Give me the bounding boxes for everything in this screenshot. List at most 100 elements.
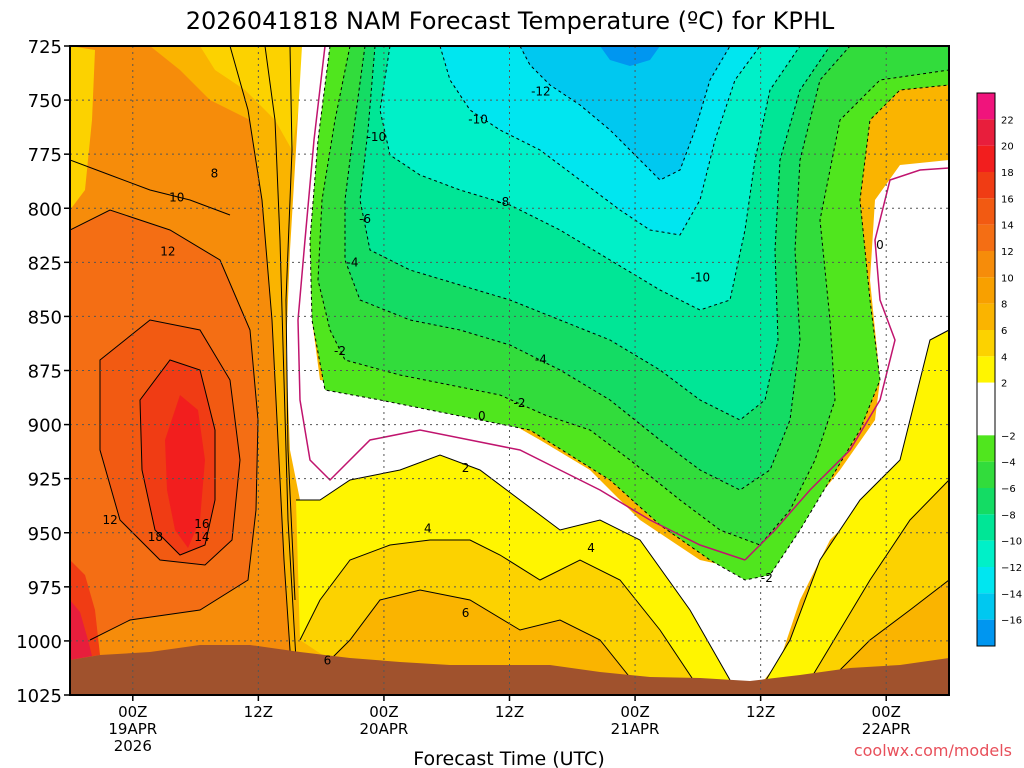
contour-line-right-plus2 xyxy=(759,329,949,691)
y-tick-label: 1000 xyxy=(16,632,62,653)
y-tick-label: 825 xyxy=(28,253,62,274)
contour-line-right-plus4 xyxy=(809,479,949,681)
contour-line-warm-3 xyxy=(285,46,296,601)
colorbar: 22 20 18 16 14 12 10 8 6 4 2 −2 −4 −6 −8 −10 −12 −14 −16 xyxy=(976,92,1022,647)
colorbar-tick-label: 6 xyxy=(1001,326,1007,337)
colorbar-tick-label: 2 xyxy=(1001,379,1007,390)
contour-line-minus6 xyxy=(344,46,851,491)
x-tick-label: 12Z xyxy=(244,703,273,721)
colorbar-tick-label: −2 xyxy=(1001,431,1016,442)
contour-label: -12 xyxy=(531,84,551,98)
contour-label: 0 xyxy=(478,409,486,423)
contour-line-plus6 xyxy=(329,589,641,691)
colorbar-swatch xyxy=(977,303,995,330)
band-left-upper-yellow xyxy=(70,46,95,210)
contour-label: -4 xyxy=(347,255,359,269)
x-tick-label: 00Z xyxy=(369,703,398,721)
colorbar-swatch xyxy=(977,93,995,120)
colorbar-tick-label: −4 xyxy=(1001,458,1016,469)
contour-label: -6 xyxy=(359,212,371,226)
band-light-orange-right xyxy=(810,480,949,680)
contour-label: 6 xyxy=(462,606,470,620)
colorbar-swatch xyxy=(977,593,995,620)
contour-line-plus2 xyxy=(296,454,731,681)
x-tick-label: 2026 xyxy=(114,737,152,755)
colorbar-swatch xyxy=(977,382,995,436)
contour-line-16 xyxy=(139,359,216,556)
colorbar-swatch xyxy=(977,488,995,515)
contour-label: 18 xyxy=(148,530,163,544)
band-red-18-20 xyxy=(165,395,205,548)
colorbar-swatch xyxy=(977,330,995,357)
contour-label: -8 xyxy=(497,195,509,209)
y-tick-label: 750 xyxy=(28,91,62,112)
band-cyan-minus14-minus16 xyxy=(520,46,730,180)
x-tick-label: 12Z xyxy=(495,703,524,721)
contour-line-minus10 xyxy=(379,46,801,311)
contour-label: 4 xyxy=(587,541,595,555)
colorbar-tick-label: −16 xyxy=(1001,616,1022,627)
colorbar-tick-label: 20 xyxy=(1001,142,1014,153)
y-tick-label: 725 xyxy=(28,37,62,58)
colorbar-swatch xyxy=(977,567,995,594)
colorbar-swatch xyxy=(977,514,995,541)
colorbar-swatch xyxy=(977,461,995,488)
x-tick-label: 12Z xyxy=(746,703,775,721)
contour-label: 10 xyxy=(169,190,184,204)
colorbar-swatch xyxy=(977,277,995,304)
x-axis-title: Forecast Time (UTC) xyxy=(413,748,604,768)
colorbar-tick-label: −14 xyxy=(1001,589,1022,600)
y-tick-label: 900 xyxy=(28,416,62,437)
contour-line-10 xyxy=(70,159,231,216)
colorbar-tick-label: −12 xyxy=(1001,563,1022,574)
y-tick-label: 850 xyxy=(28,307,62,328)
contour-line-plus4 xyxy=(299,539,701,691)
contour-label: 6 xyxy=(324,653,332,667)
x-tick-label: 21APR xyxy=(611,720,660,738)
credit-text: coolwx.com/models xyxy=(854,741,1012,760)
contour-label: 12 xyxy=(160,245,175,259)
contour-label: -10 xyxy=(691,270,711,284)
x-tick-label: 00Z xyxy=(872,703,901,721)
contour-line-warm-2 xyxy=(264,46,297,661)
colorbar-tick-label: −10 xyxy=(1001,537,1022,548)
colorbar-tick-label: −6 xyxy=(1001,484,1016,495)
contour-line-right-plus6 xyxy=(839,579,949,671)
contour-label: -2 xyxy=(514,396,526,410)
contour-label: 4 xyxy=(424,521,432,535)
band-surface-hot-red xyxy=(70,600,92,660)
contour-label: 2 xyxy=(462,461,470,475)
contour-label: 16 xyxy=(194,517,209,531)
y-tick-label: 800 xyxy=(28,199,62,220)
y-tick-label: 875 xyxy=(28,362,62,383)
x-tick-label: 00Z xyxy=(118,703,147,721)
contour-label: 0 xyxy=(876,238,884,252)
colorbar-swatch xyxy=(977,198,995,225)
band-upper-yellow xyxy=(200,46,302,150)
x-tick-label: 20APR xyxy=(360,720,409,738)
grid xyxy=(70,46,949,695)
colorbar-swatch xyxy=(977,172,995,199)
colorbar-swatch xyxy=(977,356,995,383)
x-tick-label: 00Z xyxy=(620,703,649,721)
colorbar-tick-label: 8 xyxy=(1001,300,1007,311)
colorbar-swatch xyxy=(977,224,995,251)
contour-label: 8 xyxy=(211,167,219,181)
contour-label: -10 xyxy=(367,130,387,144)
contour-line-minus12 xyxy=(439,46,761,236)
colorbar-swatch xyxy=(977,435,995,462)
colorbar-tick-label: −8 xyxy=(1001,510,1016,521)
contour-line-zero-right xyxy=(744,167,949,561)
colorbar-tick-label: 18 xyxy=(1001,168,1014,179)
contour-label: 12 xyxy=(103,513,118,527)
contour-line-minus4 xyxy=(317,46,949,546)
colorbar-swatch xyxy=(977,619,995,646)
y-tick-label: 950 xyxy=(28,524,62,545)
contour-line-minus2 xyxy=(309,46,949,581)
band-blue-minus16-minus18 xyxy=(600,46,660,66)
colorbar-tick-label: 12 xyxy=(1001,247,1014,258)
y-axis: 725 750 775 800 825 850 875 900 925 950 975 1000 102… xyxy=(16,37,70,707)
